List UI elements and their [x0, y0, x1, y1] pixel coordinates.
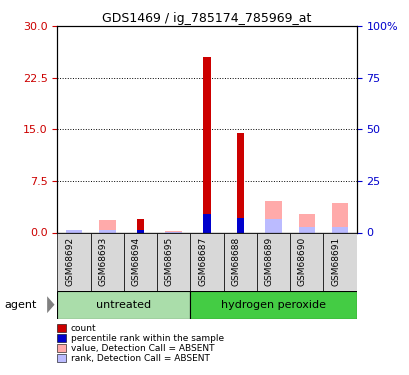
Bar [203, 57, 210, 232]
Text: percentile rank within the sample: percentile rank within the sample [70, 334, 223, 343]
Bar [223, 232, 256, 291]
Text: GSM68689: GSM68689 [264, 237, 273, 286]
Bar [190, 291, 356, 319]
Bar [236, 133, 243, 232]
Text: GSM68693: GSM68693 [98, 237, 107, 286]
Text: untreated: untreated [96, 300, 151, 310]
Text: agent: agent [4, 300, 36, 310]
Bar [256, 232, 290, 291]
Bar [331, 202, 348, 232]
Bar [165, 231, 182, 232]
Bar [90, 232, 124, 291]
Text: count: count [70, 324, 96, 333]
Bar [137, 219, 144, 232]
Bar [57, 291, 190, 319]
Bar [203, 214, 210, 232]
Bar [57, 232, 90, 291]
Bar [236, 218, 243, 232]
Bar [99, 230, 115, 232]
Bar [190, 232, 223, 291]
Bar [124, 232, 157, 291]
Text: rank, Detection Call = ABSENT: rank, Detection Call = ABSENT [70, 354, 209, 363]
Bar [265, 219, 281, 232]
Bar [331, 227, 348, 232]
Text: hydrogen peroxide: hydrogen peroxide [220, 300, 325, 310]
Title: GDS1469 / ig_785174_785969_at: GDS1469 / ig_785174_785969_at [102, 12, 311, 25]
Bar [265, 201, 281, 232]
Text: GSM68695: GSM68695 [164, 237, 173, 286]
Text: GSM68687: GSM68687 [198, 237, 207, 286]
Bar [298, 227, 315, 232]
Text: GSM68688: GSM68688 [231, 237, 240, 286]
Bar [99, 220, 115, 232]
Bar [323, 232, 356, 291]
Text: GSM68691: GSM68691 [330, 237, 339, 286]
Bar [290, 232, 323, 291]
Text: GSM68690: GSM68690 [297, 237, 306, 286]
Bar [137, 230, 144, 232]
Text: GSM68692: GSM68692 [65, 237, 74, 286]
Bar [65, 230, 82, 232]
Text: value, Detection Call = ABSENT: value, Detection Call = ABSENT [70, 344, 213, 352]
Bar [157, 232, 190, 291]
Bar [298, 214, 315, 232]
Text: GSM68694: GSM68694 [131, 237, 140, 286]
Bar [65, 230, 82, 232]
